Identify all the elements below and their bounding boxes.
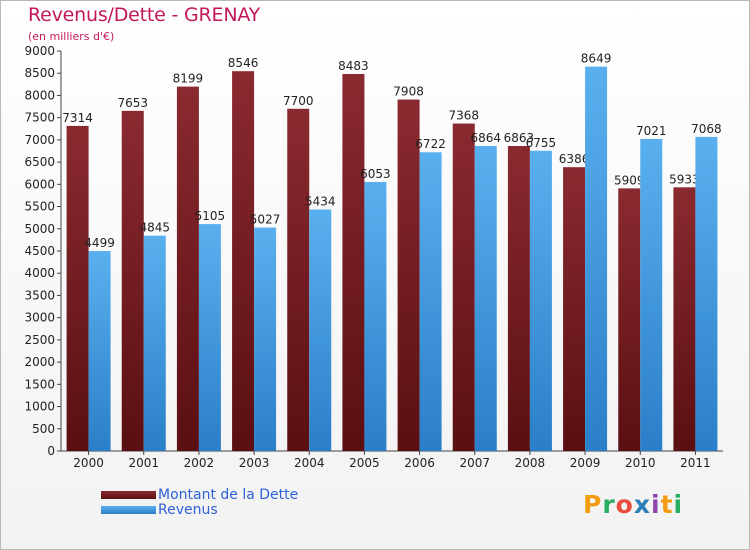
y-tick-label: 2500 [24, 333, 55, 347]
y-tick-label: 0 [47, 444, 55, 458]
bar-revenus [88, 251, 111, 451]
logo-letter: o [615, 490, 634, 519]
data-label-dette: 7653 [117, 96, 148, 110]
data-label-dette: 7700 [283, 94, 314, 108]
bar-dette [287, 108, 310, 452]
x-tick-label: 2001 [128, 456, 159, 470]
legend-swatch-revenus [101, 505, 156, 514]
logo-letter: P [583, 490, 603, 519]
y-tick-label: 8500 [24, 66, 55, 80]
x-tick-label: 2000 [73, 456, 104, 470]
bar-dette [452, 123, 475, 452]
y-tick-label: 7000 [24, 133, 55, 147]
chart-title: Revenus/Dette - GRENAY [28, 4, 261, 26]
y-tick-label: 3500 [24, 288, 55, 302]
x-tick-label: 2008 [515, 456, 546, 470]
bar-dette [563, 167, 586, 451]
chart-subtitle: (en milliers d'€) [28, 30, 115, 43]
y-tick-label: 5000 [24, 222, 55, 236]
bar-revenus [309, 209, 332, 451]
y-tick-label: 1500 [24, 377, 55, 391]
bar-revenus [585, 66, 608, 451]
data-label-revenus: 7068 [691, 122, 722, 136]
y-tick-label: 1000 [24, 400, 55, 414]
x-tick-label: 2006 [404, 456, 435, 470]
bar-revenus [364, 181, 387, 451]
bar-dette [397, 99, 420, 452]
data-label-revenus: 8649 [581, 52, 612, 66]
data-label-revenus: 6053 [360, 167, 391, 181]
y-tick-label: 3000 [24, 311, 55, 325]
y-tick-label: 9000 [24, 44, 55, 58]
bar-revenus [640, 138, 663, 451]
data-label-dette: 7908 [393, 85, 424, 99]
bar-revenus [695, 136, 718, 451]
legend-item-dette: Montant de la Dette [101, 486, 299, 503]
legend: Montant de la Dette Revenus [101, 486, 299, 518]
y-tick-label: 2000 [24, 355, 55, 369]
bar-revenus [143, 235, 166, 451]
bar-revenus [529, 150, 552, 451]
x-tick-label: 2002 [184, 456, 215, 470]
y-tick-label: 6000 [24, 177, 55, 191]
x-tick-label: 2009 [570, 456, 601, 470]
data-label-dette: 8483 [338, 59, 369, 73]
y-tick-label: 8000 [24, 88, 55, 102]
logo-letter: r [602, 490, 616, 519]
data-label-dette: 6863 [504, 131, 535, 145]
bar-revenus [198, 224, 221, 451]
data-label-revenus: 6722 [415, 137, 446, 151]
data-label-revenus: 6755 [526, 136, 557, 150]
data-label-dette: 8199 [173, 72, 204, 86]
data-label-revenus: 5027 [250, 213, 281, 227]
data-label-dette: 5909 [614, 173, 645, 187]
bar-dette [176, 86, 199, 451]
logo-letter: t [660, 490, 674, 519]
logo-letter: i [673, 490, 684, 519]
x-tick-label: 2010 [625, 456, 656, 470]
bar-revenus [474, 145, 497, 451]
data-label-revenus: 4499 [84, 236, 115, 250]
y-tick-label: 4000 [24, 266, 55, 280]
data-label-revenus: 5434 [305, 194, 336, 208]
legend-item-revenus: Revenus [101, 501, 298, 518]
data-label-revenus: 6864 [470, 131, 501, 145]
y-tick-label: 5500 [24, 200, 55, 214]
bar-dette [342, 73, 365, 451]
bar-dette [673, 187, 696, 452]
proxiti-logo: Proxiti [583, 490, 683, 519]
bar-dette [66, 125, 89, 451]
y-tick-label: 6500 [24, 155, 55, 169]
data-label-revenus: 7021 [636, 124, 667, 138]
data-label-dette: 8546 [228, 56, 259, 70]
data-label-revenus: 4845 [139, 221, 170, 235]
data-label-dette: 7314 [62, 111, 93, 125]
legend-swatch-dette [101, 490, 156, 499]
legend-label-revenus: Revenus [158, 501, 218, 518]
bar-dette [618, 188, 641, 451]
bar-revenus [254, 227, 277, 451]
logo-letter: i [651, 490, 661, 519]
x-tick-label: 2005 [349, 456, 380, 470]
bar-revenus [419, 152, 442, 451]
data-label-dette: 7368 [448, 109, 479, 123]
x-tick-label: 2003 [239, 456, 270, 470]
bar-dette [232, 71, 255, 451]
bar-dette [121, 110, 144, 451]
x-tick-label: 2011 [680, 456, 711, 470]
x-tick-label: 2007 [459, 456, 490, 470]
data-label-revenus: 5105 [195, 209, 226, 223]
y-tick-label: 4500 [24, 244, 55, 258]
y-tick-label: 500 [32, 422, 55, 436]
y-tick-label: 7500 [24, 111, 55, 125]
data-label-dette: 6386 [559, 152, 590, 166]
legend-label-dette: Montant de la Dette [158, 486, 299, 503]
logo-letter: x [633, 490, 651, 519]
x-tick-label: 2004 [294, 456, 325, 470]
data-label-dette: 5933 [669, 172, 700, 186]
bar-dette [507, 145, 530, 451]
